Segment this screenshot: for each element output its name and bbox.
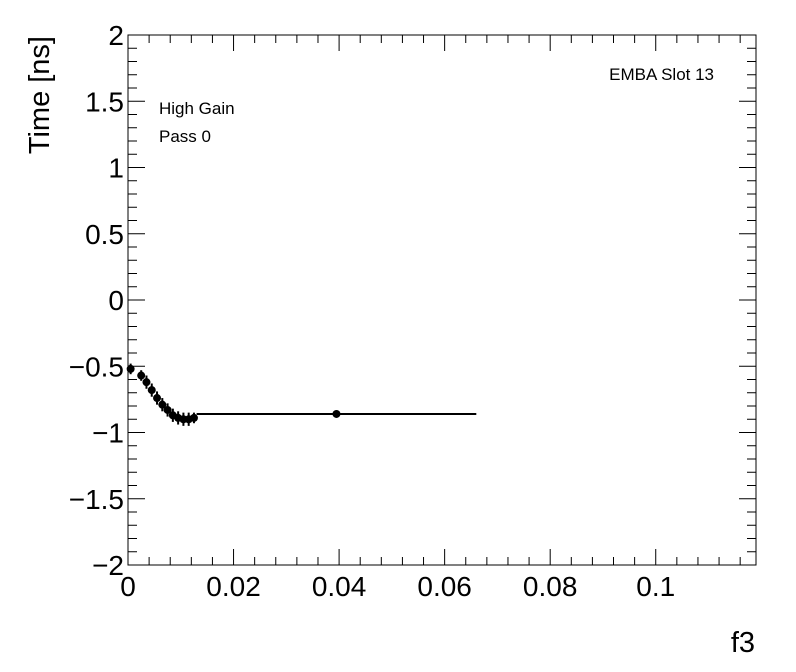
x-tick-label: 0.02 (206, 571, 261, 602)
data-point (142, 375, 151, 389)
data-point (137, 370, 146, 381)
data-point (147, 383, 156, 397)
point-marker (189, 413, 198, 422)
x-tick-label: 0.1 (636, 571, 675, 602)
y-tick-label: 1.5 (85, 86, 124, 117)
data-point (153, 391, 162, 405)
axis-ticks (127, 34, 756, 566)
data-point (163, 403, 172, 417)
data-point (189, 412, 198, 424)
pass-annotation: Pass 0 (159, 127, 211, 146)
x-tick-label: 0.04 (312, 571, 367, 602)
point-marker (126, 364, 135, 373)
y-axis-title: Time [ns] (24, 36, 56, 154)
data-point (158, 398, 167, 412)
point-marker (142, 378, 151, 387)
data-point (196, 409, 477, 418)
y-tick-label: 0.5 (85, 219, 124, 250)
point-marker (137, 371, 146, 380)
slot-annotation: EMBA Slot 13 (609, 65, 714, 84)
y-tick-label: 1 (108, 153, 124, 184)
x-axis-title: f3 (731, 627, 755, 659)
data-markers (126, 363, 477, 426)
gain-annotation: High Gain (159, 99, 235, 118)
y-tick-label: −2 (92, 550, 124, 581)
y-tick-label: 2 (108, 20, 124, 51)
x-tick-label: 0.06 (417, 571, 472, 602)
point-marker (332, 409, 341, 418)
point-marker (158, 400, 167, 409)
axis-tick-labels: 0 0.02 0.04 0.06 0.08 0.1 2 1.5 1 0.5 0 −0.5 −1 −1.5 −… (69, 20, 675, 602)
y-tick-label: 0 (108, 285, 124, 316)
y-tick-label: −1.5 (69, 484, 124, 515)
point-marker (153, 394, 162, 403)
data-point (126, 363, 135, 375)
y-tick-label: −1 (92, 418, 124, 449)
x-tick-label: 0 (120, 571, 136, 602)
y-tick-label: −0.5 (69, 351, 124, 382)
point-marker (147, 386, 156, 395)
x-tick-label: 0.08 (523, 571, 578, 602)
point-marker (163, 405, 172, 414)
